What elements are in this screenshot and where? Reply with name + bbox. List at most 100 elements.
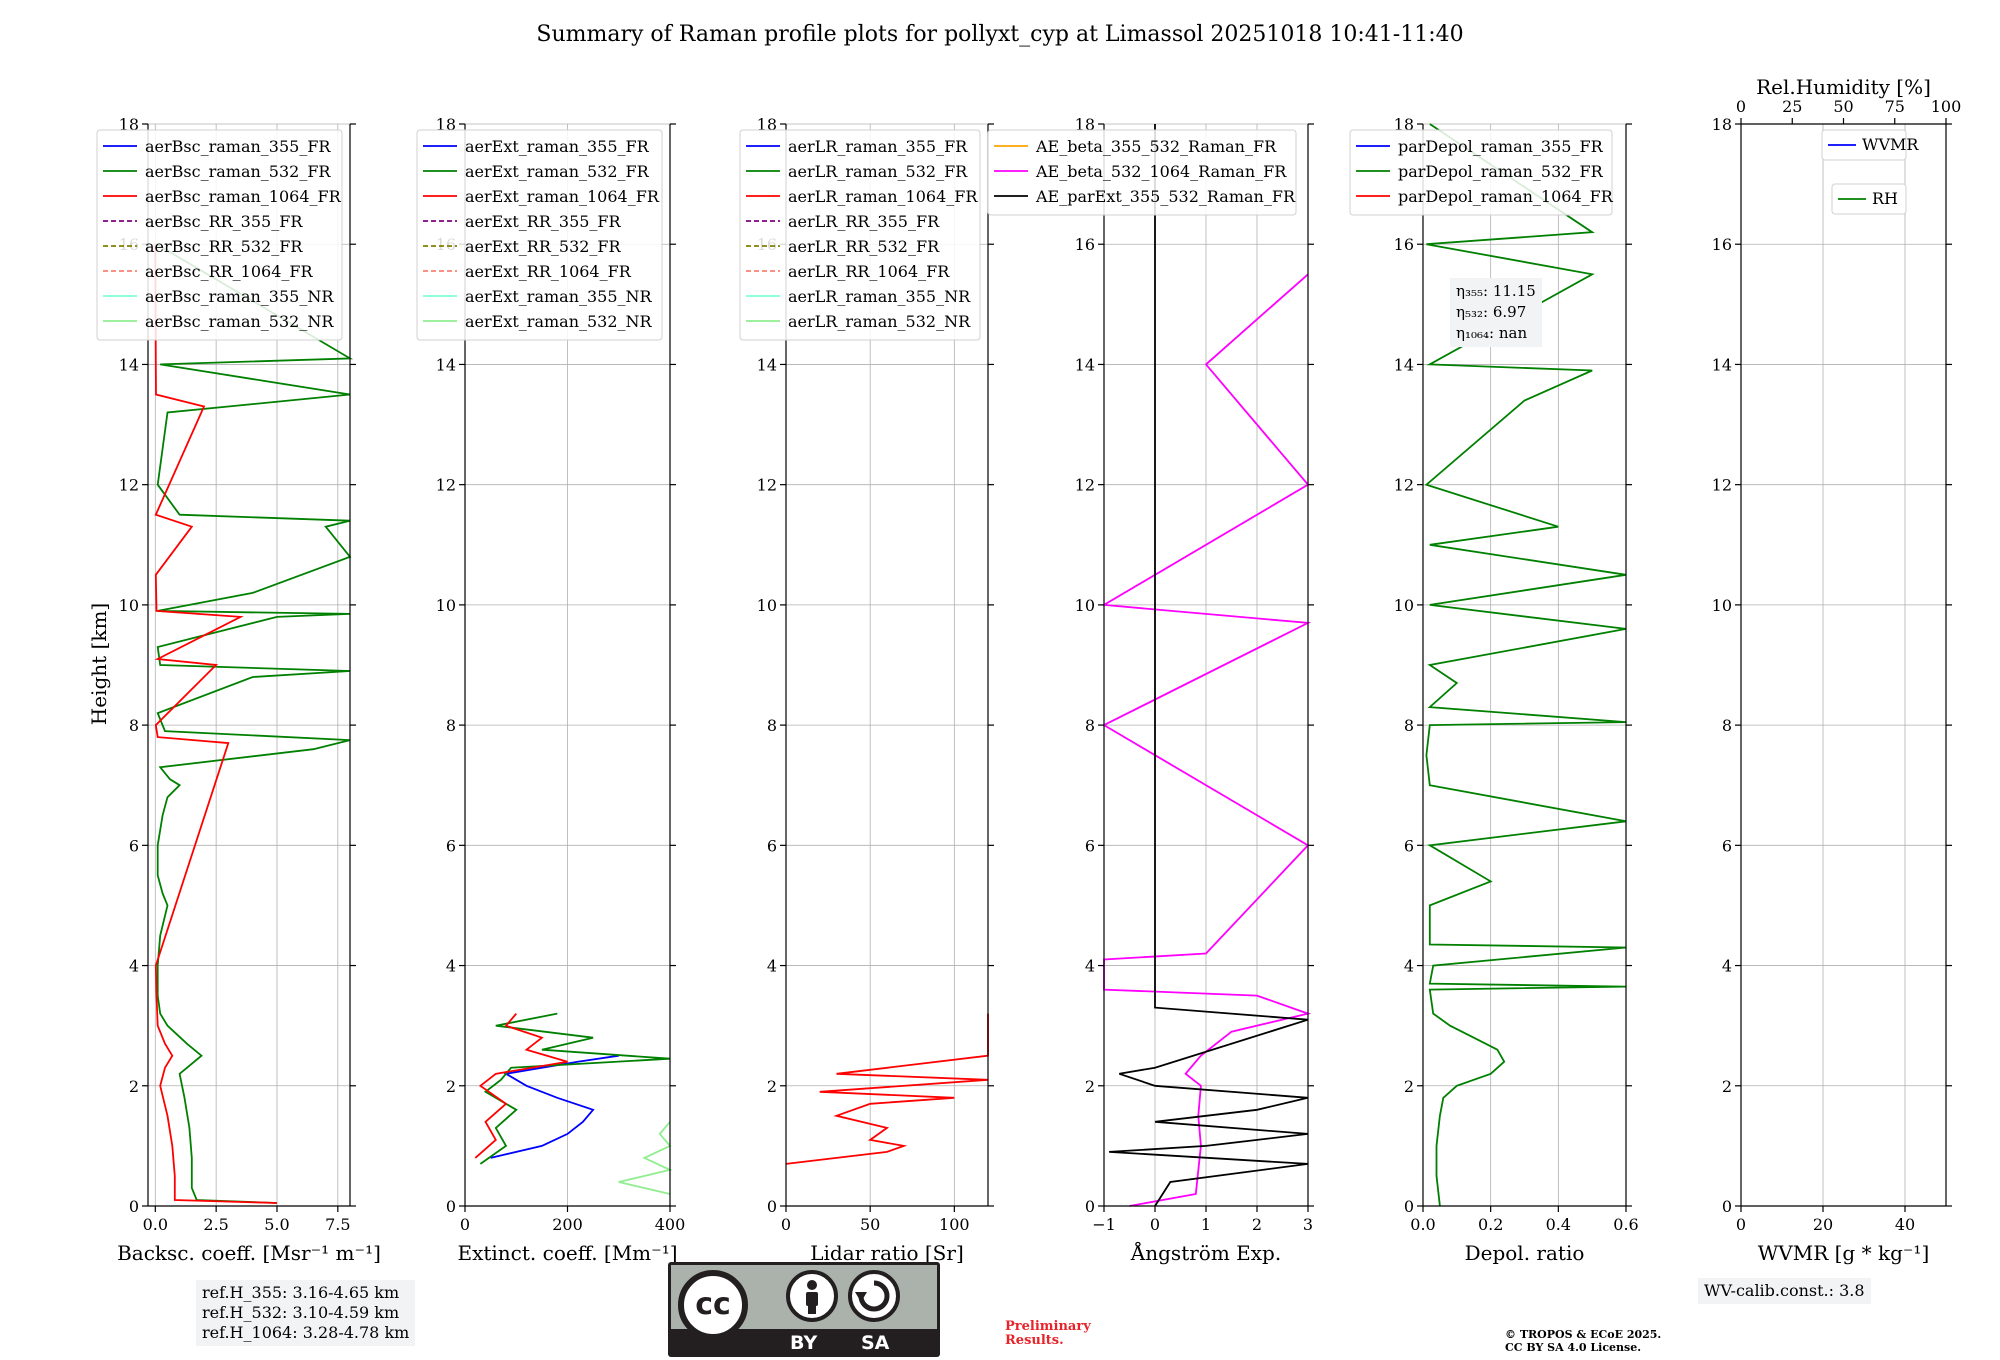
y-tick-label: 2 — [1085, 1077, 1095, 1096]
y-tick-label: 16 — [1394, 235, 1414, 254]
y-tick-label: 0 — [1404, 1197, 1414, 1216]
y-tick-label: 0 — [1085, 1197, 1095, 1216]
x-axis-label: WVMR [g * kg⁻¹] — [1758, 1241, 1930, 1265]
y-tick-label: 4 — [446, 957, 456, 976]
top-x-tick-label: 50 — [1833, 97, 1853, 116]
legend-label: parDepol_raman_1064_FR — [1398, 187, 1614, 206]
y-tick-label: 18 — [1712, 115, 1732, 134]
reference-height-box: ref.H_355: 3.16-4.65 km ref.H_532: 3.10-… — [196, 1280, 416, 1346]
x-tick-label: 7.5 — [325, 1215, 350, 1234]
series-aerExt_raman_532_NR — [618, 1121, 673, 1195]
legend-label: aerLR_RR_355_FR — [788, 212, 940, 231]
legend-box — [416, 129, 663, 341]
y-tick-label: 2 — [446, 1077, 456, 1096]
y-tick-label: 6 — [1722, 836, 1732, 855]
y-tick-label: 0 — [446, 1197, 456, 1216]
legend-box — [1821, 129, 1907, 161]
top-x-tick-label: 25 — [1782, 97, 1802, 116]
y-tick-label: 6 — [1085, 836, 1095, 855]
series-aerLR_raman_1064_FR — [785, 1013, 989, 1165]
legend-label: aerBsc_raman_1064_FR — [145, 187, 342, 206]
x-tick-label: 0.0 — [1410, 1215, 1435, 1234]
top-x-tick-label: 100 — [1931, 97, 1962, 116]
y-tick-label: 8 — [1404, 716, 1414, 735]
copyright-line-2: CC BY SA 4.0 License. — [1505, 1341, 1642, 1354]
x-axis-label: Extinct. coeff. [Mm⁻¹] — [457, 1241, 677, 1265]
legend-label: aerLR_raman_532_FR — [788, 162, 968, 181]
top-x-tick-label: 75 — [1885, 97, 1905, 116]
panel-depol: 0 2 4 6 8 10 12 14 16 18 0.0 0.2 0.4 0.6 Depol. ratio p… — [1349, 115, 1639, 1265]
eta-1064-label: η₁₀₆₄: nan — [1456, 324, 1528, 342]
x-tick-label: 40 — [1895, 1215, 1915, 1234]
cc-by-person-icon — [786, 1270, 838, 1322]
y-tick-label: 6 — [767, 836, 777, 855]
y-tick-label: 10 — [757, 596, 777, 615]
y-tick-label: 12 — [1394, 476, 1414, 495]
legend-label: aerLR_raman_532_NR — [788, 312, 971, 331]
legend-label: aerLR_raman_355_FR — [788, 137, 968, 156]
panel-extinction: 0246810121416180200400Extinct. coeff. [M… — [416, 115, 686, 1265]
y-tick-label: 12 — [436, 476, 456, 495]
legend-label: aerExt_RR_1064_FR — [465, 262, 632, 281]
y-tick-label: 10 — [436, 596, 456, 615]
y-tick-label: 8 — [129, 716, 139, 735]
y-tick-label: 14 — [1712, 355, 1732, 374]
y-tick-label: 0 — [129, 1197, 139, 1216]
y-tick-label: 12 — [1712, 476, 1732, 495]
x-tick-label: 3 — [1303, 1215, 1313, 1234]
y-tick-label: 2 — [129, 1077, 139, 1096]
eta-532-label: η₅₃₂: 6.97 — [1456, 303, 1527, 321]
series-parDepol_raman_532_FR — [1424, 123, 1627, 1207]
y-tick-label: 18 — [119, 115, 139, 134]
y-tick-label: 8 — [1085, 716, 1095, 735]
x-axis-label: Lidar ratio [Sr] — [810, 1241, 964, 1265]
copyright-note: © TROPOS & ECoE 2025. CC BY SA 4.0 Licen… — [1505, 1328, 1661, 1354]
legend-label: aerBsc_raman_355_FR — [145, 137, 331, 156]
y-tick-label: 12 — [119, 476, 139, 495]
y-tick-label: 16 — [1075, 235, 1095, 254]
x-tick-label: 50 — [860, 1215, 880, 1234]
y-tick-label: 8 — [446, 716, 456, 735]
x-tick-label: 2.5 — [203, 1215, 228, 1234]
y-tick-label: 4 — [1085, 957, 1095, 976]
eta-355-label: η₃₅₅: 11.15 — [1456, 282, 1536, 300]
y-tick-label: 2 — [1404, 1077, 1414, 1096]
x-tick-label: 400 — [655, 1215, 686, 1234]
y-tick-label: 14 — [119, 355, 139, 374]
y-tick-label: 10 — [119, 596, 139, 615]
wv-calibration-box: WV-calib.const.: 3.8 — [1698, 1278, 1871, 1304]
legend-label: aerLR_raman_355_NR — [788, 287, 971, 306]
legend-box — [1831, 183, 1907, 215]
y-tick-label: 0 — [767, 1197, 777, 1216]
series-aerExt_raman_532_FR — [479, 1012, 671, 1165]
cc-sa-share-icon — [848, 1270, 900, 1322]
x-tick-label: 0 — [1150, 1215, 1160, 1234]
y-tick-label: 14 — [757, 355, 777, 374]
top-x-axis-label: Rel.Humidity [%] — [1756, 75, 1931, 99]
series-AE_beta_532_1064_Raman_FR — [1101, 273, 1312, 1207]
x-tick-label: 0.6 — [1613, 1215, 1638, 1234]
x-tick-label: 5.0 — [264, 1215, 289, 1234]
y-tick-label: 2 — [1722, 1077, 1732, 1096]
legend-box — [739, 129, 981, 341]
preliminary-note: Preliminary Results. — [1005, 1320, 1091, 1348]
y-tick-label: 18 — [436, 115, 456, 134]
x-axis-label: Depol. ratio — [1465, 1241, 1585, 1265]
legend-label: RH — [1872, 189, 1898, 208]
legend-label: aerLR_RR_1064_FR — [788, 262, 950, 281]
preliminary-line-2: Results. — [1005, 1333, 1064, 1348]
y-tick-label: 12 — [757, 476, 777, 495]
legend-label: aerLR_raman_1064_FR — [788, 187, 978, 206]
x-tick-label: 0.2 — [1478, 1215, 1503, 1234]
x-tick-label: 2 — [1252, 1215, 1262, 1234]
legend-label: AE_parExt_355_532_Raman_FR — [1035, 187, 1296, 206]
x-tick-label: 0.4 — [1546, 1215, 1571, 1234]
series-aerBsc_raman_1064_FR — [154, 244, 278, 1204]
y-tick-label: 16 — [1712, 235, 1732, 254]
legend-label: aerExt_RR_355_FR — [465, 212, 622, 231]
y-tick-label: 4 — [1722, 957, 1732, 976]
legend-label: parDepol_raman_532_FR — [1398, 162, 1604, 181]
